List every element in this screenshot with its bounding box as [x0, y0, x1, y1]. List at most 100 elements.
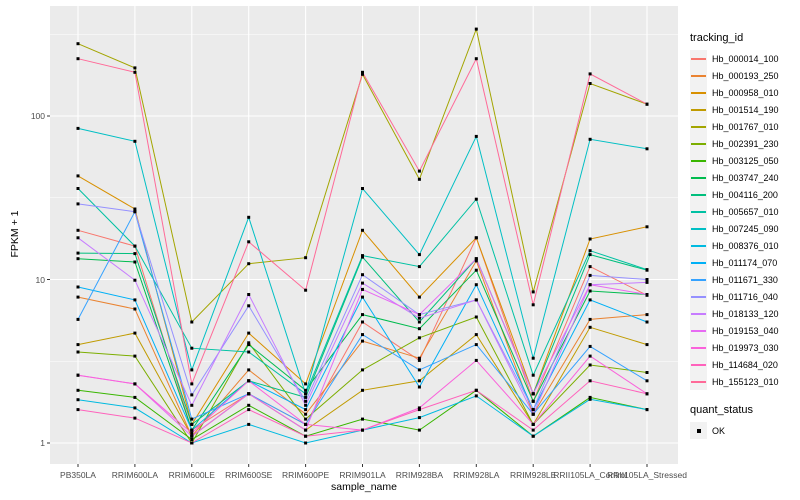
data-point: [190, 320, 194, 324]
data-point: [361, 388, 364, 392]
legend-item: Hb_001514_190: [690, 101, 798, 118]
legend-item-label: Hb_011671_330: [712, 274, 778, 285]
data-point: [588, 344, 592, 348]
data-point: [474, 57, 478, 61]
legend-key-line-icon: [690, 356, 707, 373]
data-point: [304, 388, 308, 392]
data-point: [531, 434, 535, 438]
data-point: [474, 333, 478, 337]
legend-item-label: Hb_003125_050: [712, 155, 779, 166]
data-point: [76, 228, 80, 232]
data-point: [76, 174, 80, 178]
data-point: [474, 257, 478, 261]
data-point: [247, 240, 251, 244]
legend-item: Hb_019973_030: [690, 339, 798, 356]
data-point: [645, 280, 649, 284]
y-tick-label: 100: [30, 111, 45, 121]
data-point: [588, 253, 592, 257]
data-point: [133, 416, 137, 420]
data-point: [417, 295, 421, 299]
data-point: [304, 288, 308, 292]
data-point: [76, 251, 80, 255]
data-point: [417, 408, 421, 412]
data-point: [361, 273, 364, 277]
data-point: [417, 368, 421, 372]
data-point: [474, 27, 478, 31]
data-point: [304, 408, 308, 412]
data-point: [417, 356, 421, 360]
legend-item: Hb_005657_010: [690, 203, 798, 220]
data-point: [76, 408, 80, 412]
data-point: [645, 293, 649, 296]
data-point: [531, 422, 535, 426]
legend-item-label: Hb_005657_010: [712, 206, 779, 217]
legend-item-label: Hb_001767_010: [712, 121, 779, 132]
data-point: [474, 358, 478, 362]
data-point: [588, 298, 592, 302]
data-point: [361, 187, 364, 190]
legend-item-label: Hb_000014_100: [712, 53, 779, 64]
legend-item: Hb_007245_090: [690, 220, 798, 237]
data-point: [588, 137, 592, 141]
data-point: [76, 343, 80, 347]
data-point: [361, 313, 364, 317]
data-point: [531, 412, 535, 416]
data-point: [474, 283, 478, 287]
data-point: [417, 379, 421, 383]
data-point: [190, 346, 194, 350]
data-point: [645, 147, 649, 151]
data-point: [531, 408, 535, 412]
data-point: [133, 66, 137, 70]
data-point: [417, 385, 421, 389]
data-point: [645, 268, 649, 272]
legend-key-line-icon: [690, 254, 707, 271]
data-point: [474, 298, 478, 302]
data-point: [247, 368, 251, 372]
data-point: [247, 350, 251, 354]
data-point: [247, 408, 251, 412]
data-point: [531, 290, 535, 294]
legend-key-line-icon: [690, 373, 707, 390]
data-point: [361, 295, 364, 299]
x-tick-label: RRIM600SE: [225, 470, 273, 480]
data-point: [417, 316, 421, 320]
data-point: [417, 336, 421, 340]
data-point: [133, 260, 137, 264]
plot-panel: [50, 6, 678, 464]
data-point: [133, 406, 137, 410]
data-point: [190, 431, 194, 435]
data-point: [588, 273, 592, 277]
legend-item-label: Hb_000193_250: [712, 70, 779, 81]
data-point: [531, 356, 535, 360]
data-point: [531, 373, 535, 377]
data-point: [133, 244, 137, 248]
data-point: [474, 197, 478, 201]
legend-key-line-icon: [690, 118, 707, 135]
legend-key-line-icon: [690, 203, 707, 220]
data-point: [417, 358, 421, 362]
data-point: [247, 304, 251, 308]
data-point: [645, 320, 649, 324]
data-point: [304, 392, 308, 396]
legend-title-tracking-id: tracking_id: [690, 32, 744, 44]
data-point: [190, 434, 194, 438]
legend-item: Hb_000193_250: [690, 67, 798, 84]
x-tick-label: RRIM600LA: [111, 470, 159, 480]
legend-item: Hb_000958_010: [690, 84, 798, 101]
data-point: [417, 327, 421, 331]
data-point: [361, 339, 364, 343]
data-point: [361, 333, 364, 337]
data-point: [190, 417, 194, 421]
data-point: [247, 341, 251, 345]
data-point: [247, 422, 251, 426]
data-point: [133, 139, 137, 143]
data-point: [76, 126, 80, 130]
legend-item-label: Hb_155123_010: [712, 376, 779, 387]
data-point: [133, 354, 137, 358]
legend-key-line-icon: [690, 288, 707, 305]
data-point: [588, 363, 592, 367]
data-point: [474, 315, 478, 319]
legend-item: Hb_003747_240: [690, 169, 798, 186]
data-point: [190, 368, 194, 372]
